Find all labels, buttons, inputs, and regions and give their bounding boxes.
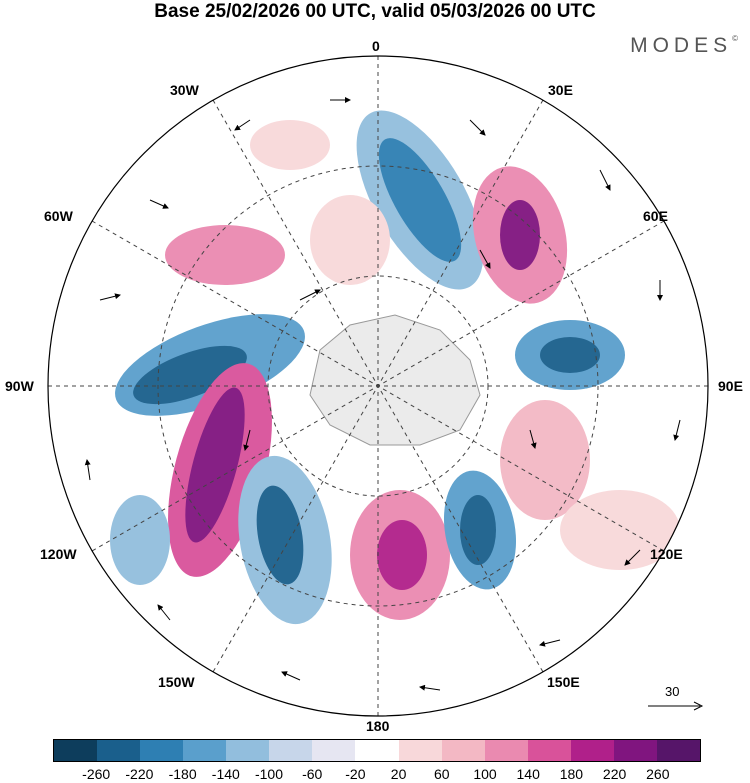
wind-vectors [84, 97, 681, 691]
meridian-label-90e: 90E [718, 378, 743, 394]
colorbar-tick-label: 140 [516, 766, 540, 782]
colorbar-tick-label: -220 [125, 766, 154, 782]
meridian-label-30e: 30E [548, 82, 573, 98]
meridian-label-180: 180 [366, 718, 390, 734]
colorbar-swatch [441, 740, 485, 761]
colorbar-swatch [97, 740, 141, 761]
colorbar-tick-label: -140 [211, 766, 240, 782]
colorbar-tick-label: 60 [434, 766, 450, 782]
colorbar-swatch [613, 740, 657, 761]
meridian-label-150e: 150E [547, 674, 580, 690]
colorbar-swatch [527, 740, 571, 761]
colorbar-tick-label: -100 [254, 766, 284, 782]
polar-map [47, 55, 709, 717]
colorbar-tick-label: 100 [473, 766, 497, 782]
meridian-label-60e: 60E [643, 208, 668, 224]
meridian-label-120w: 120W [40, 546, 77, 562]
colorbar-swatch [484, 740, 528, 761]
reference-vector: 30 [646, 684, 704, 714]
map-boundary [47, 55, 709, 717]
meridian-label-30w: 30W [170, 82, 199, 98]
meridian-label-150w: 150W [158, 674, 195, 690]
colorbar-tick-label: 220 [602, 766, 627, 782]
colorbar-swatch [312, 740, 356, 761]
colorbar-swatch [398, 740, 442, 761]
colorbar-tick-label: 20 [390, 766, 407, 782]
anomaly-field [110, 110, 680, 625]
graticule [48, 56, 708, 716]
meridian-label-60w: 60W [44, 208, 73, 224]
chart-title: Base 25/02/2026 00 UTC, valid 05/03/2026… [154, 1, 596, 22]
colorbar-tick-label: -60 [302, 766, 323, 782]
meridian-label-0: 0 [372, 38, 380, 54]
colorbar-tick-label: 260 [646, 766, 670, 782]
meridian-label-120e: 120E [650, 546, 683, 562]
colorbar-swatch [54, 740, 98, 761]
modes-logo: MODES© [630, 34, 738, 57]
colorbar-swatch [570, 740, 614, 761]
colorbar-swatch [269, 740, 313, 761]
colorbar-swatch [140, 740, 184, 761]
colorbar-tick-label: 180 [559, 766, 584, 782]
colorbar [53, 739, 701, 762]
meridian-label-90w: 90W [5, 378, 34, 394]
colorbar-swatch [226, 740, 270, 761]
colorbar-swatch [656, 740, 700, 761]
antarctica-landmass [309, 314, 481, 446]
colorbar-swatch [355, 740, 399, 761]
colorbar-swatch [183, 740, 227, 761]
colorbar-tick-label: -260 [82, 766, 111, 782]
colorbar-tick-label: -20 [345, 766, 366, 782]
colorbar-tick-label: -180 [168, 766, 197, 782]
